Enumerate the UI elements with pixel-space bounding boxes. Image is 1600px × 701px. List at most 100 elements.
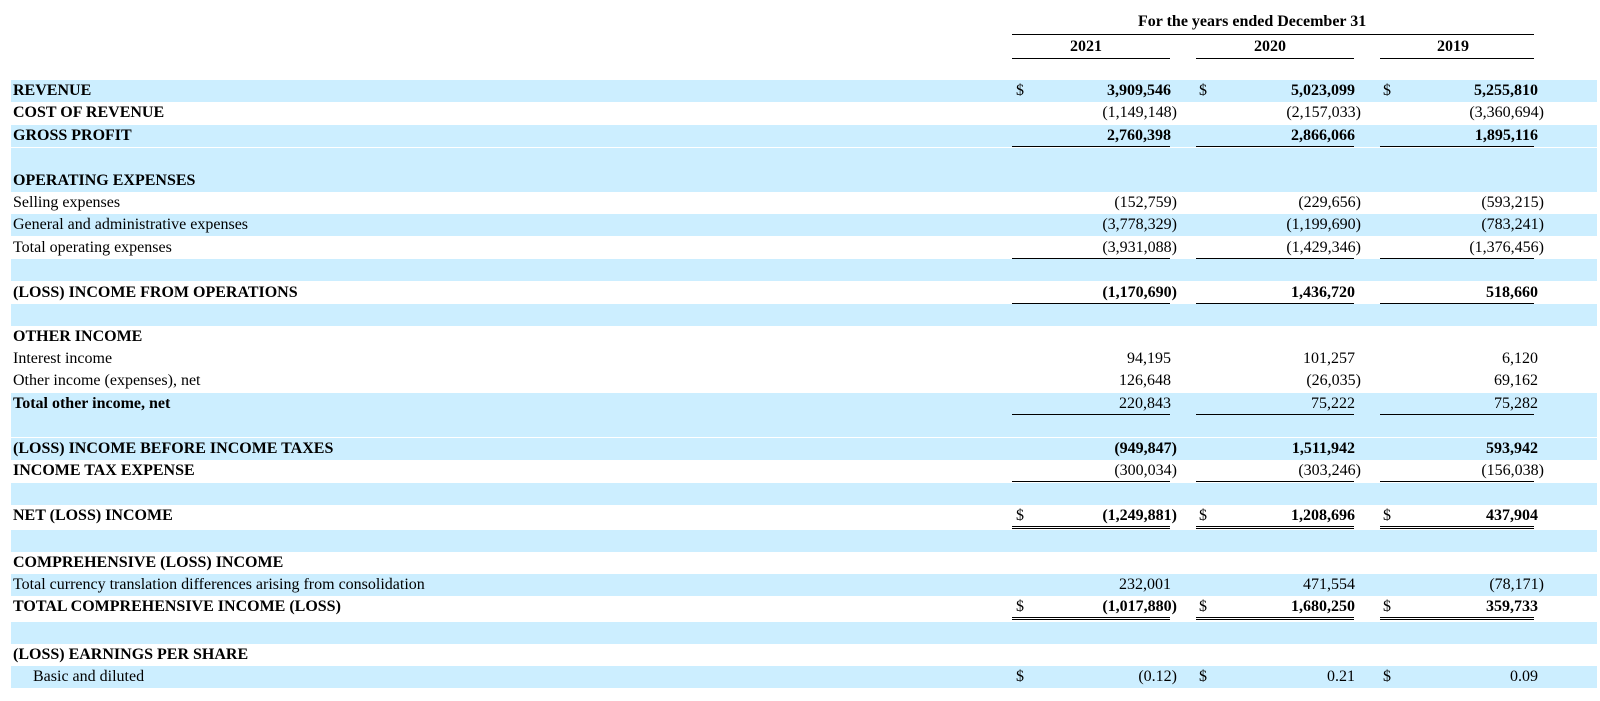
row-label: (LOSS) INCOME FROM OPERATIONS <box>13 284 298 301</box>
value-cell-2019: 69,162 <box>1494 372 1538 389</box>
spacer-row <box>11 622 1597 644</box>
value-cell-2019: (593,215) <box>1481 194 1544 211</box>
total-underline <box>1196 125 1354 147</box>
spacer-row <box>11 530 1597 552</box>
row-label: COMPREHENSIVE (LOSS) INCOME <box>13 554 284 571</box>
value-cell-2021: 3,909,546 <box>1107 82 1171 99</box>
table-row: Interest income 94,195 101,257 6,120 <box>11 348 1597 370</box>
total-underline <box>1196 596 1354 620</box>
total-underline <box>1380 282 1534 304</box>
value-cell-2019: 75,282 <box>1494 395 1538 412</box>
row-label: Basic and diluted <box>33 668 145 685</box>
total-underline <box>1012 282 1170 304</box>
row-label: NET (LOSS) INCOME <box>13 507 173 524</box>
currency-symbol: $ <box>1199 82 1207 99</box>
row-label: OPERATING EXPENSES <box>13 172 196 189</box>
value-cell-2021: (949,847) <box>1114 440 1177 457</box>
value-cell-2021: (3,778,329) <box>1102 216 1177 233</box>
currency-symbol: $ <box>1199 507 1207 524</box>
row-label: INCOME TAX EXPENSE <box>13 462 195 479</box>
value-cell-2020 <box>1201 644 1355 666</box>
value-cell-2020: (1,429,346) <box>1286 239 1361 256</box>
value-cell-2021: (3,931,088) <box>1102 239 1177 256</box>
spacer-row <box>11 415 1597 437</box>
value-cell-2021: 2,760,398 <box>1107 127 1171 144</box>
table-row: (LOSS) INCOME FROM OPERATIONS (1,170,690)… <box>11 282 1597 304</box>
currency-symbol: $ <box>1016 82 1024 99</box>
currency-symbol: $ <box>1016 598 1024 615</box>
currency-symbol: $ <box>1016 668 1024 685</box>
table-row: Total operating expenses (3,931,088) (1,42… <box>11 237 1597 259</box>
value-cell-2021 <box>1017 644 1171 666</box>
currency-symbol: $ <box>1199 598 1207 615</box>
total-underline <box>1380 237 1534 259</box>
total-underline <box>1380 125 1534 147</box>
total-underline <box>1012 505 1170 529</box>
year-2019-rule <box>1380 58 1534 59</box>
row-label: Interest income <box>13 350 113 367</box>
value-cell-2021: (300,034) <box>1114 462 1177 479</box>
value-cell-2020: 101,257 <box>1303 350 1355 367</box>
year-2021-header: 2021 <box>1070 38 1102 55</box>
value-cell-2021 <box>1017 170 1171 192</box>
row-label: Total currency translation differences a… <box>13 576 425 593</box>
value-cell-2019: (1,376,456) <box>1469 239 1544 256</box>
table-row: COMPREHENSIVE (LOSS) INCOME <box>11 552 1597 574</box>
value-cell-2019: (783,241) <box>1481 216 1544 233</box>
table-row: Other income (expenses), net 126,648 (26,0… <box>11 370 1597 392</box>
value-cell-2019: 0.09 <box>1510 668 1538 685</box>
value-cell-2019 <box>1384 552 1538 574</box>
value-cell-2019: 5,255,810 <box>1474 82 1538 99</box>
spacer-row <box>11 148 1597 170</box>
value-cell-2020: 471,554 <box>1303 576 1355 593</box>
total-underline <box>1196 505 1354 529</box>
value-cell-2021: 232,001 <box>1119 576 1171 593</box>
table-row: OTHER INCOME <box>11 326 1597 348</box>
row-label: Other income (expenses), net <box>13 372 201 389</box>
value-cell-2020: (1,199,690) <box>1286 216 1361 233</box>
total-underline <box>1012 393 1170 415</box>
value-cell-2020: 75,222 <box>1311 395 1355 412</box>
table-row: General and administrative expenses (3,77… <box>11 214 1597 236</box>
total-underline <box>1012 460 1170 482</box>
total-underline <box>1196 393 1354 415</box>
value-cell-2019: 437,904 <box>1486 507 1538 524</box>
value-cell-2020: 2,866,066 <box>1291 127 1355 144</box>
row-label: Total operating expenses <box>13 239 172 256</box>
value-cell-2019 <box>1384 644 1538 666</box>
value-cell-2019: (78,171) <box>1489 576 1544 593</box>
value-cell-2021 <box>1017 326 1171 348</box>
total-underline <box>1196 237 1354 259</box>
table-row: Total other income, net 220,843 75,222 75,2… <box>11 393 1597 415</box>
table-row: INCOME TAX EXPENSE (300,034) (303,246) (156… <box>11 460 1597 482</box>
table-row: GROSS PROFIT 2,760,398 2,866,066 1,895,116 <box>11 125 1597 147</box>
value-cell-2019 <box>1384 326 1538 348</box>
currency-symbol: $ <box>1383 668 1391 685</box>
table-row: NET (LOSS) INCOME $ (1,249,881) $1,208,696 $… <box>11 505 1597 529</box>
value-cell-2019: 518,660 <box>1486 284 1538 301</box>
value-cell-2019 <box>1384 170 1538 192</box>
value-cell-2021: (1,149,148) <box>1102 104 1177 121</box>
value-cell-2020: (303,246) <box>1298 462 1361 479</box>
value-cell-2019: (156,038) <box>1481 462 1544 479</box>
row-label: GROSS PROFIT <box>13 127 132 144</box>
total-underline <box>1380 505 1534 529</box>
table-row: COST OF REVENUE (1,149,148) (2,157,033) (3,… <box>11 102 1597 124</box>
currency-symbol: $ <box>1383 598 1391 615</box>
value-cell-2020: 1,208,696 <box>1291 507 1355 524</box>
row-label: General and administrative expenses <box>13 216 249 233</box>
row-label: (LOSS) EARNINGS PER SHARE <box>13 646 249 663</box>
row-label: OTHER INCOME <box>13 328 143 345</box>
value-cell-2020: 5,023,099 <box>1291 82 1355 99</box>
year-2020-header: 2020 <box>1254 38 1286 55</box>
total-underline <box>1012 596 1170 620</box>
row-label: Total other income, net <box>13 395 171 412</box>
row-label: TOTAL COMPREHENSIVE INCOME (LOSS) <box>13 598 341 615</box>
total-underline <box>1196 282 1354 304</box>
currency-symbol: $ <box>1383 507 1391 524</box>
value-cell-2020 <box>1201 552 1355 574</box>
value-cell-2021: (0.12) <box>1138 668 1177 685</box>
value-cell-2020: (2,157,033) <box>1286 104 1361 121</box>
total-underline <box>1380 596 1534 620</box>
value-cell-2020 <box>1201 170 1355 192</box>
